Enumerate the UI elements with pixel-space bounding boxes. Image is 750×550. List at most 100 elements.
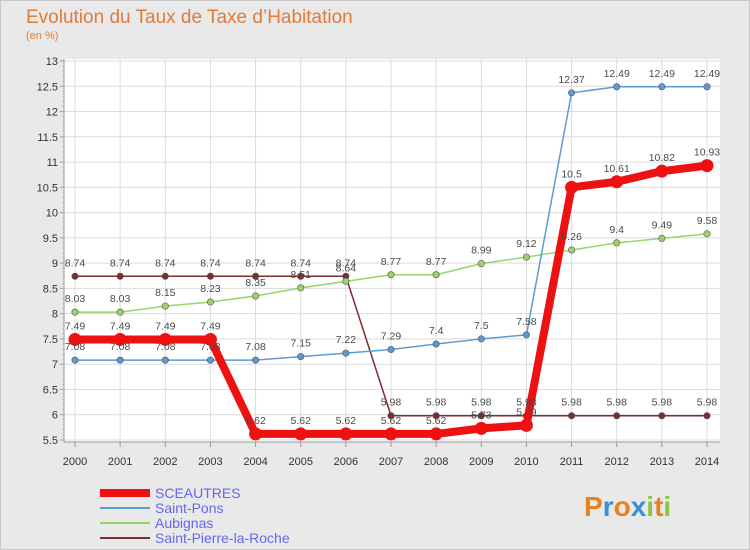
data-label-3: 8.74 bbox=[200, 257, 221, 269]
data-label-2: 8.15 bbox=[155, 287, 176, 299]
data-label-2: 8.64 bbox=[336, 262, 357, 274]
y-tick-label: 11 bbox=[47, 157, 58, 169]
data-label-0: 10.5 bbox=[561, 168, 582, 180]
data-label-0: 5.62 bbox=[290, 415, 311, 427]
data-label-1: 7.08 bbox=[65, 341, 86, 353]
data-label-3: 8.74 bbox=[290, 257, 311, 269]
data-point-3 bbox=[432, 412, 440, 420]
data-label-2: 8.99 bbox=[471, 245, 492, 257]
x-tick-label: 2008 bbox=[424, 456, 448, 468]
data-label-2: 8.77 bbox=[381, 256, 402, 268]
logo-letter: t bbox=[654, 491, 663, 522]
data-label-2: 9.49 bbox=[652, 219, 673, 231]
y-tick-label: 10 bbox=[46, 208, 58, 220]
data-label-0: 5.62 bbox=[245, 415, 266, 427]
proxiti-logo: Proxiti bbox=[584, 491, 671, 522]
data-label-1: 7.4 bbox=[429, 325, 444, 337]
data-label-0: 7.49 bbox=[155, 320, 176, 332]
data-label-0: 7.49 bbox=[200, 320, 221, 332]
data-label-2: 8.03 bbox=[110, 293, 131, 305]
data-point-2 bbox=[568, 246, 576, 254]
x-tick-label: 2009 bbox=[469, 456, 493, 468]
x-tick-label: 2003 bbox=[198, 456, 222, 468]
data-label-3: 8.74 bbox=[245, 257, 266, 269]
data-point-1 bbox=[252, 356, 260, 364]
data-point-1 bbox=[432, 340, 440, 348]
y-tick-label: 8.5 bbox=[43, 283, 58, 295]
data-label-0: 5.62 bbox=[381, 415, 402, 427]
data-point-0 bbox=[158, 332, 172, 346]
data-label-2: 8.51 bbox=[290, 269, 311, 281]
y-tick-label: 9.5 bbox=[43, 233, 58, 245]
data-point-1 bbox=[522, 331, 530, 339]
data-label-0: 7.49 bbox=[65, 320, 86, 332]
data-point-0 bbox=[294, 427, 308, 441]
data-point-0 bbox=[700, 159, 714, 173]
y-tick-label: 7.5 bbox=[43, 334, 58, 346]
x-tick-label: 2011 bbox=[560, 456, 584, 468]
data-point-1 bbox=[116, 356, 124, 364]
data-label-1: 7.29 bbox=[381, 331, 402, 343]
data-label-3: 5.98 bbox=[426, 397, 447, 409]
chart-title: Evolution du Taux de Taxe d’Habitation bbox=[26, 7, 353, 28]
data-point-3 bbox=[387, 412, 395, 420]
x-tick-label: 2007 bbox=[379, 456, 403, 468]
data-point-0 bbox=[429, 427, 443, 441]
logo-letter: i bbox=[646, 491, 654, 522]
plot-area bbox=[64, 59, 720, 442]
data-point-2 bbox=[703, 230, 711, 238]
data-point-3 bbox=[252, 272, 260, 280]
data-label-2: 9.12 bbox=[516, 238, 537, 250]
data-point-2 bbox=[342, 277, 350, 285]
data-label-3: 5.98 bbox=[381, 397, 402, 409]
data-label-1: 7.15 bbox=[290, 338, 311, 350]
data-label-2: 8.35 bbox=[245, 277, 266, 289]
data-point-1 bbox=[297, 353, 305, 361]
y-tick-label: 6 bbox=[52, 410, 58, 422]
data-label-2: 9.58 bbox=[697, 215, 718, 227]
data-point-0 bbox=[68, 332, 82, 346]
data-point-2 bbox=[522, 253, 530, 261]
chart-subtitle: (en %) bbox=[26, 30, 58, 42]
data-point-2 bbox=[477, 260, 485, 268]
data-point-1 bbox=[613, 83, 621, 91]
x-tick-label: 2012 bbox=[604, 456, 628, 468]
data-label-1: 12.49 bbox=[604, 68, 630, 80]
y-tick-label: 5.5 bbox=[43, 435, 58, 447]
data-label-1: 7.08 bbox=[200, 341, 221, 353]
data-label-2: 8.77 bbox=[426, 256, 447, 268]
y-tick-label: 13 bbox=[46, 56, 58, 68]
y-tick-label: 6.5 bbox=[43, 384, 58, 396]
y-tick-label: 12.5 bbox=[37, 81, 58, 93]
data-label-3: 5.98 bbox=[471, 397, 492, 409]
data-point-1 bbox=[387, 346, 395, 354]
data-point-3 bbox=[477, 412, 485, 420]
data-point-0 bbox=[519, 418, 533, 432]
data-point-3 bbox=[161, 272, 169, 280]
legend: SCEAUTRESSaint-PonsAubignasSaint-Pierre-… bbox=[100, 485, 290, 546]
data-point-2 bbox=[252, 292, 260, 300]
data-label-0: 5.62 bbox=[426, 415, 447, 427]
data-label-1: 12.37 bbox=[558, 74, 584, 86]
data-label-1: 7.5 bbox=[474, 320, 489, 332]
data-point-3 bbox=[116, 272, 124, 280]
data-point-1 bbox=[161, 356, 169, 364]
y-tick-label: 8 bbox=[52, 309, 58, 321]
data-point-3 bbox=[568, 412, 576, 420]
data-label-0: 5.73 bbox=[471, 409, 492, 421]
logo-letter: o bbox=[614, 491, 631, 522]
data-point-1 bbox=[658, 83, 666, 91]
data-label-3: 8.74 bbox=[155, 257, 176, 269]
y-tick-label: 11.5 bbox=[37, 132, 58, 144]
data-label-3: 5.98 bbox=[516, 397, 537, 409]
data-label-0: 7.49 bbox=[110, 320, 131, 332]
logo-letter: r bbox=[603, 491, 614, 522]
data-point-2 bbox=[71, 308, 79, 316]
logo-letter: i bbox=[663, 491, 671, 522]
y-tick-label: 10.5 bbox=[37, 182, 58, 194]
data-point-1 bbox=[477, 335, 485, 343]
data-label-0: 10.61 bbox=[604, 163, 630, 175]
data-label-3: 5.98 bbox=[652, 397, 673, 409]
data-point-3 bbox=[703, 412, 711, 420]
legend-label: Saint-Pons bbox=[155, 500, 223, 516]
